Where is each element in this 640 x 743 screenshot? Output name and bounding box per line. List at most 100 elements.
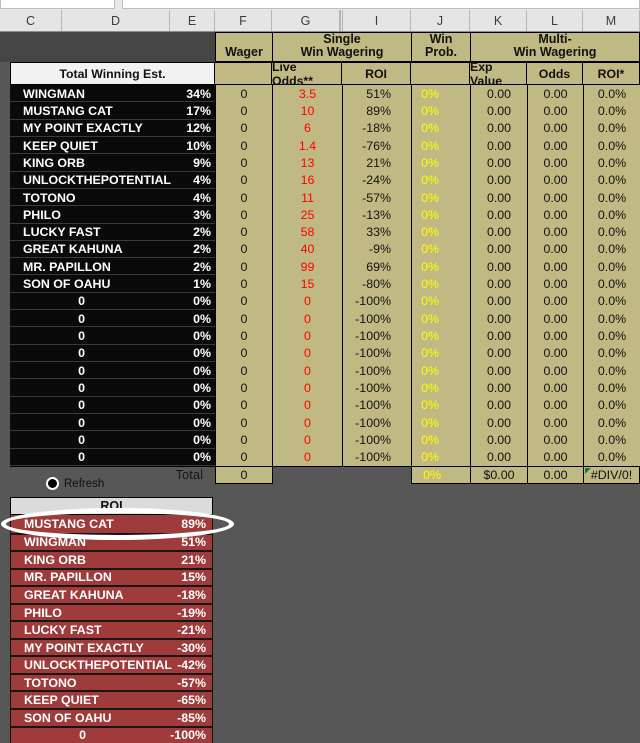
horse-name-cell[interactable]: PHILO 3% [10,206,215,224]
exp-value-cell[interactable]: 0.00 [470,413,527,432]
roi-cell[interactable]: -100% [342,413,411,432]
win-prob-cell[interactable]: 0% [411,102,470,120]
win-prob-cell[interactable]: 0% [411,448,470,466]
win-prob-cell[interactable]: 0% [411,310,470,328]
multi-roi-cell[interactable]: 0.0% [583,240,640,259]
exp-value-cell[interactable]: 0.00 [470,85,527,103]
win-prob-cell[interactable]: 0% [411,344,470,362]
multi-odds-cell[interactable]: 0.00 [527,171,583,189]
live-odds-cell[interactable]: 10 [272,102,342,120]
column-header-D[interactable]: D [62,10,170,31]
multi-roi-cell[interactable]: 0.0% [583,102,640,120]
wager-cell[interactable]: 0 [215,396,272,414]
roi-cell[interactable]: -100% [342,379,411,397]
wager-cell[interactable]: 0 [215,240,272,259]
win-prob-cell[interactable]: 0% [411,85,470,103]
live-odds-header[interactable]: Live Odds** [271,60,342,88]
live-odds-cell[interactable]: 40 [272,240,342,259]
roi-rank-row[interactable]: MUSTANG CAT 89% [11,515,212,533]
roi-cell[interactable]: -100% [342,310,411,328]
column-header-C[interactable]: C [0,10,62,31]
horse-name-cell[interactable]: UNLOCKTHEPOTENTIAL 4% [10,171,215,189]
win-prob-cell[interactable]: 0% [411,258,470,276]
wager-cell[interactable]: 0 [215,413,272,432]
live-odds-cell[interactable]: 0 [272,362,342,380]
refresh-button[interactable]: Refresh [46,476,104,491]
wager-header-cell[interactable]: Wager [215,32,272,62]
multi-roi-cell[interactable]: 0.0% [583,258,640,276]
live-odds-cell[interactable]: 0 [272,327,342,345]
multi-odds-cell[interactable]: 0.00 [527,362,583,380]
roi-rank-row[interactable]: SON OF OAHU -85% [11,708,212,726]
exp-value-header[interactable]: Exp Value [469,60,527,88]
roi-cell[interactable]: 21% [342,154,411,172]
multi-roi-cell[interactable]: 0.0% [583,310,640,328]
live-odds-cell[interactable]: 99 [272,258,342,276]
column-header-F[interactable]: F [215,10,272,31]
roi-cell[interactable]: -9% [342,240,411,259]
wager-subheader-blank[interactable] [214,62,272,85]
wager-cell[interactable]: 0 [215,292,272,311]
top-left-block[interactable] [0,32,215,62]
total-exp-value-cell[interactable]: $0.00 [470,466,528,484]
multi-roi-cell[interactable]: 0.0% [583,292,640,311]
wager-cell[interactable]: 0 [215,85,272,103]
multi-roi-cell[interactable]: 0.0% [583,396,640,414]
roi-cell[interactable]: -24% [342,171,411,189]
wager-cell[interactable]: 0 [215,379,272,397]
multi-roi-cell[interactable]: 0.0% [583,327,640,345]
horse-name-cell[interactable]: 0 0% [10,362,215,380]
roi-cell[interactable]: -76% [342,136,411,155]
multi-odds-cell[interactable]: 0.00 [527,102,583,120]
win-prob-cell[interactable]: 0% [411,240,470,259]
roi-cell[interactable]: -100% [342,344,411,362]
wager-cell[interactable]: 0 [215,275,272,293]
live-odds-cell[interactable]: 0 [272,310,342,328]
multi-odds-cell[interactable]: 0.00 [527,85,583,103]
roi-rank-row[interactable]: UNLOCKTHEPOTENTIAL -42% [11,655,212,673]
wager-cell[interactable]: 0 [215,154,272,172]
exp-value-cell[interactable]: 0.00 [470,448,527,466]
roi-rank-row[interactable]: TOTONO -57% [11,672,212,691]
exp-value-cell[interactable]: 0.00 [470,136,527,155]
win-prob-cell[interactable]: 0% [411,136,470,155]
roi-rank-row[interactable]: PHILO -19% [11,602,212,621]
win-prob-cell[interactable]: 0% [411,396,470,414]
multi-roi-cell[interactable]: 0.0% [583,188,640,207]
win-prob-cell[interactable]: 0% [411,206,470,224]
multi-roi-cell[interactable]: 0.0% [583,344,640,362]
exp-value-cell[interactable]: 0.00 [470,344,527,362]
multi-odds-cell[interactable]: 0.00 [527,119,583,137]
exp-value-cell[interactable]: 0.00 [470,258,527,276]
live-odds-cell[interactable]: 11 [272,188,342,207]
exp-value-cell[interactable]: 0.00 [470,431,527,449]
exp-value-cell[interactable]: 0.00 [470,223,527,241]
horse-name-cell[interactable]: MR. PAPILLON 2% [10,258,215,276]
multi-odds-cell[interactable]: 0.00 [527,344,583,362]
win-prob-cell[interactable]: 0% [411,223,470,241]
exp-value-cell[interactable]: 0.00 [470,154,527,172]
exp-value-cell[interactable]: 0.00 [470,310,527,328]
exp-value-cell[interactable]: 0.00 [470,379,527,397]
total-roi-star-cell[interactable]: #DIV/0! [583,466,640,484]
roi-cell[interactable]: 51% [342,85,411,103]
roi-rank-row[interactable]: KEEP QUIET -65% [11,690,212,709]
multi-win-wagering-header-cell[interactable]: Multi- Win Wagering [470,32,640,62]
roi-cell[interactable]: 89% [342,102,411,120]
horse-name-cell[interactable]: 0 0% [10,292,215,311]
multi-odds-cell[interactable]: 0.00 [527,240,583,259]
wager-cell[interactable]: 0 [215,102,272,120]
multi-roi-cell[interactable]: 0.0% [583,448,640,466]
live-odds-cell[interactable]: 0 [272,292,342,311]
live-odds-cell[interactable]: 25 [272,206,342,224]
wager-cell[interactable]: 0 [215,119,272,137]
win-prob-cell[interactable]: 0% [411,327,470,345]
win-prob-cell[interactable]: 0% [411,119,470,137]
live-odds-cell[interactable]: 0 [272,448,342,466]
live-odds-cell[interactable]: 6 [272,119,342,137]
column-header-E[interactable]: E [170,10,215,31]
wager-cell[interactable]: 0 [215,344,272,362]
live-odds-cell[interactable]: 3.5 [272,85,342,103]
total-odds-cell[interactable]: 0.00 [527,466,584,484]
exp-value-cell[interactable]: 0.00 [470,102,527,120]
